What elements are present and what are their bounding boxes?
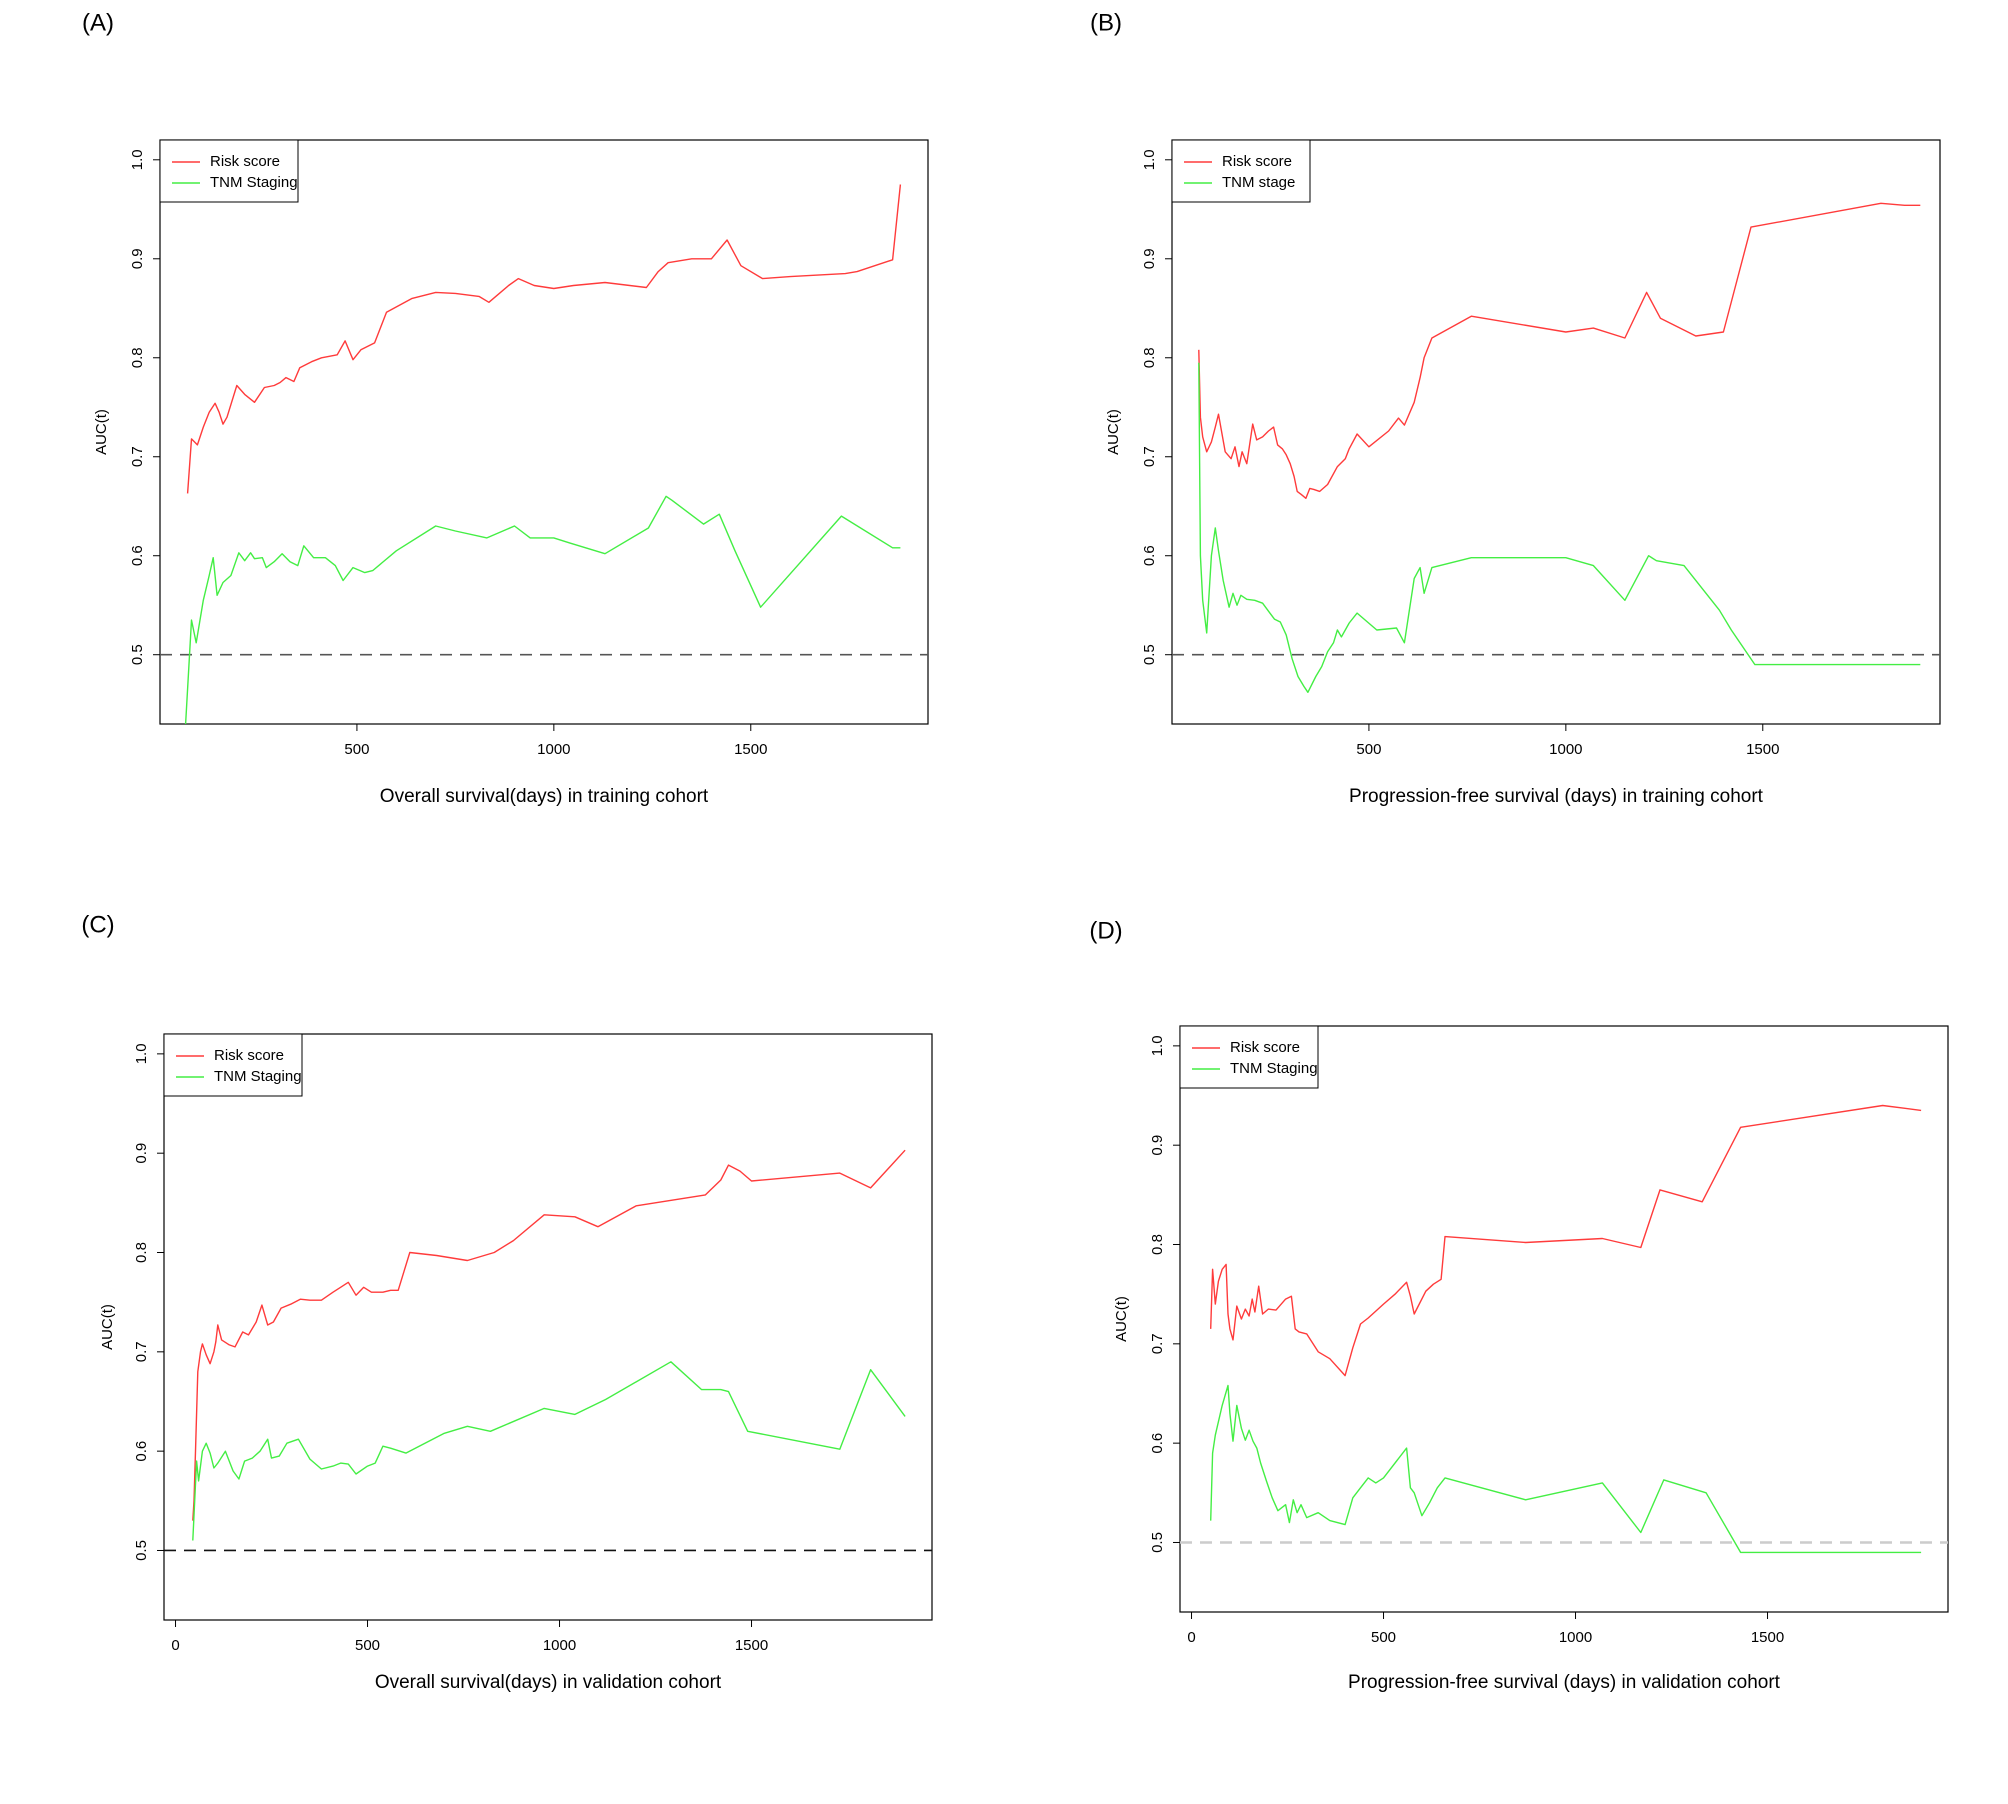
y-axis-title: AUC(t) <box>99 1304 116 1350</box>
panel-label: (B) <box>1090 9 1122 36</box>
chart-panel: (C) 0 500 1000 1500 0.5 0.6 0.7 0.8 0.9 1.0 Overall… <box>81 911 933 1693</box>
x-tick-label: 0 <box>171 1637 179 1654</box>
y-tick-label: 0.5 <box>129 644 146 665</box>
y-tick-label: 0.6 <box>129 545 146 566</box>
legend-entry: TNM Staging <box>214 1068 302 1085</box>
y-tick-label: 0.6 <box>1141 545 1158 566</box>
legend-frame <box>163 1033 303 1097</box>
series-line-risk-score <box>186 184 902 494</box>
y-tick-label: 0.6 <box>1149 1433 1166 1454</box>
legend-entry: TNM Staging <box>1230 1060 1318 1077</box>
plot-frame <box>1179 1025 1949 1613</box>
y-tick-label: 1.0 <box>1141 149 1158 170</box>
x-tick-label: 500 <box>1371 1629 1396 1646</box>
y-axis-title: AUC(t) <box>1105 409 1122 455</box>
panel-label: (D) <box>1089 917 1122 944</box>
y-tick-label: 1.0 <box>133 1043 150 1064</box>
y-tick-label: 0.8 <box>1149 1234 1166 1255</box>
y-tick-label: 0.5 <box>133 1540 150 1561</box>
x-axis-title: Progression-free survival (days) in trai… <box>1349 786 1764 807</box>
x-axis-title: Overall survival(days) in training cohor… <box>380 786 709 807</box>
y-tick-label: 0.7 <box>1149 1333 1166 1354</box>
legend: Risk score TNM stage <box>1171 139 1311 203</box>
legend: Risk score TNM Staging <box>163 1033 303 1097</box>
x-tick-label: 500 <box>1356 741 1381 758</box>
legend-entry: TNM stage <box>1222 174 1295 191</box>
y-tick-label: 0.9 <box>129 248 146 269</box>
x-axis-title: Progression-free survival (days) in vali… <box>1348 1672 1781 1693</box>
series-line-risk-score <box>192 1149 906 1521</box>
legend-entry: Risk score <box>210 153 280 170</box>
x-tick-label: 1500 <box>734 741 767 758</box>
series-line-risk-score <box>1210 1104 1922 1377</box>
x-tick-label: 1000 <box>537 741 570 758</box>
x-tick-label: 1500 <box>735 1637 768 1654</box>
y-tick-label: 0.7 <box>133 1341 150 1362</box>
y-tick-label: 1.0 <box>129 149 146 170</box>
panel-label: (C) <box>81 911 114 938</box>
y-axis-title: AUC(t) <box>93 409 110 455</box>
x-tick-label: 1000 <box>543 1637 576 1654</box>
chart-panel: (A) 500 1000 1500 0.5 0.6 0.7 0.8 0.9 1.0 Overall … <box>82 9 929 807</box>
series-line-tnm <box>1198 362 1921 693</box>
legend-entry: TNM Staging <box>210 174 298 191</box>
x-tick-label: 500 <box>344 741 369 758</box>
series-line-risk-score <box>1198 202 1921 499</box>
x-tick-label: 1500 <box>1746 741 1779 758</box>
y-tick-label: 0.8 <box>129 347 146 368</box>
series-line-tnm <box>184 495 901 724</box>
legend-frame <box>1179 1025 1319 1089</box>
series-line-tnm <box>192 1361 906 1541</box>
legend-entry: Risk score <box>1230 1039 1300 1056</box>
y-tick-label: 0.5 <box>1141 644 1158 665</box>
plot-frame <box>163 1033 933 1621</box>
series-line-tnm <box>1210 1384 1922 1554</box>
y-tick-label: 0.8 <box>133 1242 150 1263</box>
legend-frame <box>159 139 299 203</box>
chart-panel: (B) 500 1000 1500 0.5 0.6 0.7 0.8 0.9 1.0 Progress… <box>1090 9 1941 807</box>
panel-label: (A) <box>82 9 114 36</box>
y-tick-label: 0.5 <box>1149 1532 1166 1553</box>
x-axis-title: Overall survival(days) in validation coh… <box>375 1672 722 1693</box>
y-tick-label: 0.7 <box>1141 446 1158 467</box>
x-tick-label: 500 <box>355 1637 380 1654</box>
y-tick-label: 0.9 <box>1149 1135 1166 1156</box>
legend-entry: Risk score <box>214 1047 284 1064</box>
y-tick-label: 0.8 <box>1141 347 1158 368</box>
y-tick-label: 0.6 <box>133 1441 150 1462</box>
legend: Risk score TNM Staging <box>1179 1025 1319 1089</box>
legend-entry: Risk score <box>1222 153 1292 170</box>
plot-frame <box>1171 139 1941 725</box>
y-tick-label: 0.7 <box>129 446 146 467</box>
x-tick-label: 1500 <box>1751 1629 1784 1646</box>
chart-panel: (D) 0 500 1000 1500 0.5 0.6 0.7 0.8 0.9 1.0 Progres… <box>1089 917 1949 1693</box>
plot-frame <box>159 139 929 725</box>
y-tick-label: 1.0 <box>1149 1035 1166 1056</box>
y-tick-label: 0.9 <box>133 1143 150 1164</box>
legend-frame <box>1171 139 1311 203</box>
x-tick-label: 0 <box>1187 1629 1195 1646</box>
y-tick-label: 0.9 <box>1141 248 1158 269</box>
y-axis-title: AUC(t) <box>1113 1296 1130 1342</box>
legend: Risk score TNM Staging <box>159 139 299 203</box>
x-tick-label: 1000 <box>1559 1629 1592 1646</box>
x-tick-label: 1000 <box>1549 741 1582 758</box>
